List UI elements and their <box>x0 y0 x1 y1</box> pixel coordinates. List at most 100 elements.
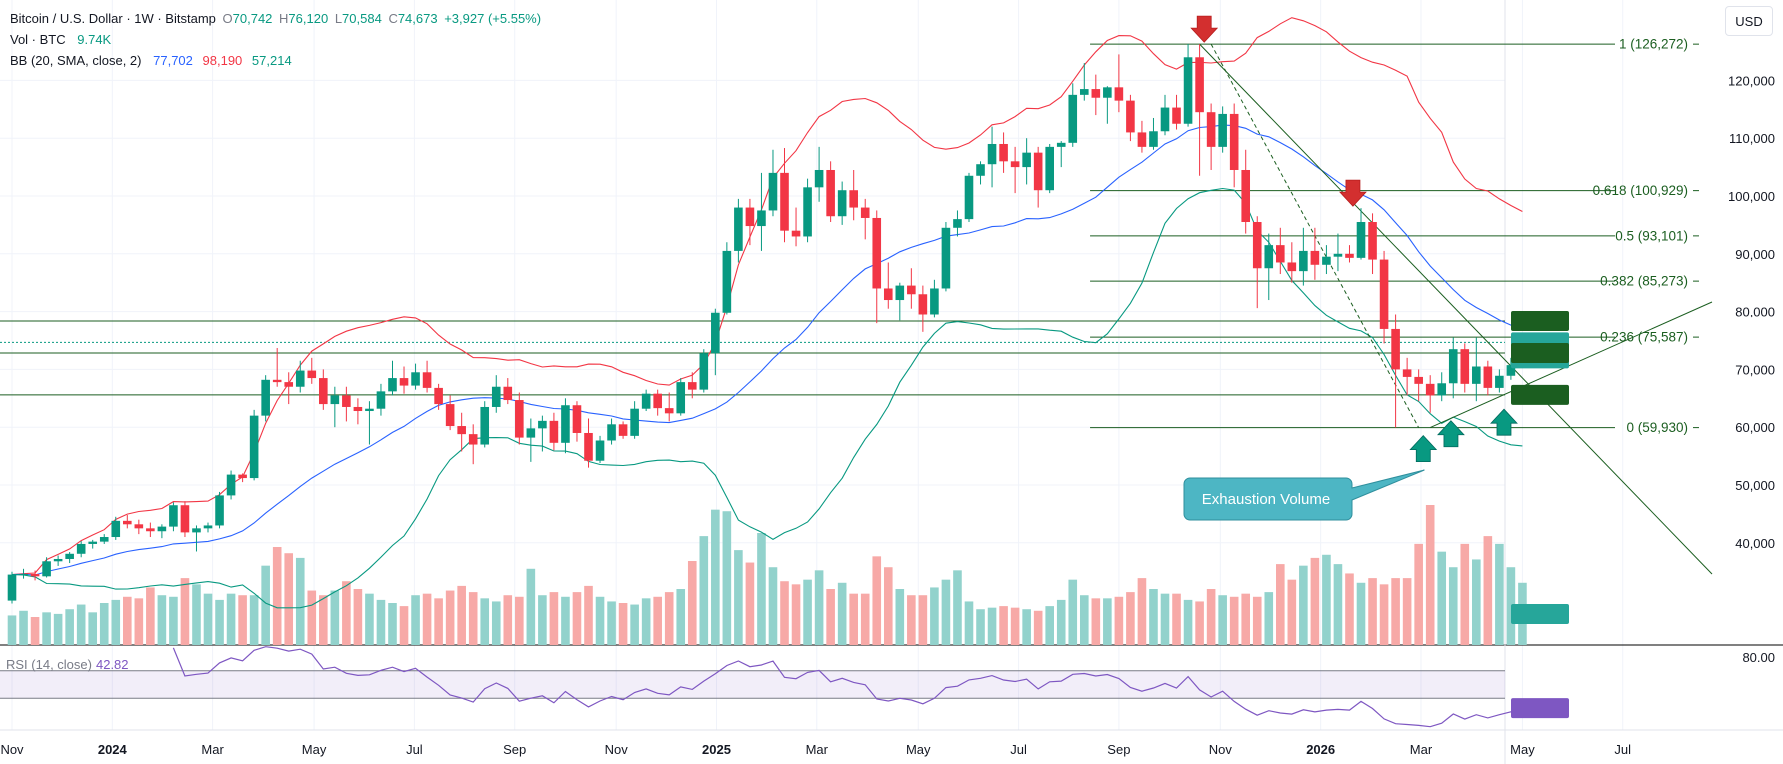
buy-arrow-icon <box>1409 435 1438 463</box>
candle-body <box>1056 142 1066 147</box>
candle-body <box>1183 57 1193 124</box>
volume-bar <box>111 599 121 645</box>
fibonacci-retracement[interactable]: 1 (126,272) 0.618 (100,929) 0.5 (93,101) 0.… <box>1090 37 1699 435</box>
candle-body <box>1322 256 1331 265</box>
volume-bar <box>1241 593 1251 645</box>
volume-bar <box>226 593 236 645</box>
candle-body <box>1460 349 1470 384</box>
volume-bar <box>1045 606 1054 645</box>
exhaustion-volume-callout[interactable]: Exhaustion Volume <box>1183 469 1425 521</box>
horizontal-levels[interactable] <box>0 320 1505 396</box>
volume-legend: Vol · BTC 9.74K <box>10 32 114 47</box>
bb-basis-value: 77,702 <box>153 53 193 68</box>
candle-body <box>872 217 882 289</box>
price-badge: 65,592 <box>1511 384 1771 405</box>
candle-body <box>1218 113 1227 147</box>
volume-bar <box>1368 578 1377 645</box>
volume-badge-label: 9.74K <box>1736 607 1771 622</box>
volume-bar <box>711 509 720 645</box>
time-tick-label: May <box>1510 742 1535 757</box>
candle-body <box>342 395 351 407</box>
candle-body <box>722 250 732 313</box>
volume-bar <box>1299 565 1308 645</box>
fib-level-label: 0.618 (100,929) <box>1593 183 1688 198</box>
candle-body <box>1495 375 1504 388</box>
volume-bar <box>146 587 155 645</box>
candle-body <box>664 408 674 414</box>
candle-body <box>1414 376 1423 384</box>
sell-arrow-icon <box>1339 179 1367 207</box>
time-tick-label: 2024 <box>98 742 128 757</box>
volume-bar <box>953 570 962 645</box>
volume-bar <box>365 593 374 645</box>
rsi-line <box>172 646 1523 728</box>
rsi-tick-label: 80.00 <box>1742 650 1775 665</box>
signal-arrows[interactable] <box>1190 15 1518 463</box>
volume-bar <box>872 556 882 645</box>
volume-bar <box>1172 593 1181 645</box>
fib-level-label: 0.236 (75,587) <box>1600 330 1688 345</box>
volume-bar <box>1345 573 1354 645</box>
time-tick-label: 2025 <box>702 742 731 757</box>
volume-bar <box>757 533 766 645</box>
volume-bar <box>607 601 616 645</box>
candle-body <box>572 405 582 433</box>
candle-body <box>422 372 432 388</box>
price-tick-label: 80,000 <box>1735 305 1775 320</box>
volume-bar <box>1033 610 1043 645</box>
volume-bar <box>895 589 905 645</box>
volume-bar <box>192 584 201 645</box>
time-tick-label: Nov <box>605 742 629 757</box>
candle-body <box>826 169 835 217</box>
volume-badge: 9.74K <box>1511 604 1772 624</box>
candle-body <box>618 424 628 436</box>
candle-body <box>503 386 513 401</box>
close-label: C <box>388 11 398 26</box>
candle-body <box>1206 112 1216 147</box>
volume-bar <box>987 607 997 645</box>
volume-bar <box>123 596 132 645</box>
time-tick-label: 2026 <box>1306 742 1335 757</box>
time-axis[interactable]: Nov 2024 Mar May Jul Sep Nov 2025 Mar May Jul Sep No… <box>0 742 1631 757</box>
volume-bar <box>1448 567 1458 645</box>
volume-bar <box>641 598 651 645</box>
candle-body <box>157 526 167 532</box>
volume-bar <box>249 595 259 645</box>
price-badge: 72,831 <box>1511 343 1771 364</box>
candle-body <box>953 219 962 228</box>
volume-bar <box>826 589 835 645</box>
volume-bar <box>803 579 812 645</box>
candle-body <box>907 285 916 295</box>
time-tick-label: Jul <box>1010 742 1027 757</box>
price-axis[interactable]: 40,000 50,000 60,000 70,000 80,000 90,000 100,… <box>1511 73 1775 719</box>
candle-body <box>641 393 651 409</box>
volume-bar <box>319 595 328 645</box>
candle-body <box>1287 262 1297 272</box>
candle-body <box>964 175 974 220</box>
callout-text: Exhaustion Volume <box>1202 491 1330 508</box>
candle-body <box>1402 369 1412 377</box>
callout-bubble <box>1183 469 1425 521</box>
time-tick-label: Nov <box>1209 742 1233 757</box>
price-badge-label: 72,831 <box>1731 346 1771 361</box>
volume-bar <box>1229 596 1239 645</box>
candle-body <box>1356 222 1366 258</box>
bb-label: BB (20, SMA, close, 2) <box>10 53 142 68</box>
volume-bar <box>549 592 559 645</box>
volume-bar <box>1276 564 1285 645</box>
volume-bar <box>203 593 213 645</box>
volume-bar <box>664 592 674 645</box>
time-tick-label: Nov <box>0 742 24 757</box>
candle-body <box>88 541 98 544</box>
volume-bar <box>88 612 98 645</box>
candle-body <box>1045 146 1054 191</box>
rsi-label: RSI (14, close) <box>6 657 92 672</box>
volume-bar <box>42 612 51 645</box>
currency-button[interactable]: USD <box>1725 6 1773 36</box>
volume-bar <box>1483 536 1493 645</box>
price-tick-label: 110,000 <box>1729 131 1775 146</box>
candle-body <box>803 187 812 237</box>
volume-bar <box>1091 598 1101 645</box>
volume-bar <box>30 617 40 645</box>
